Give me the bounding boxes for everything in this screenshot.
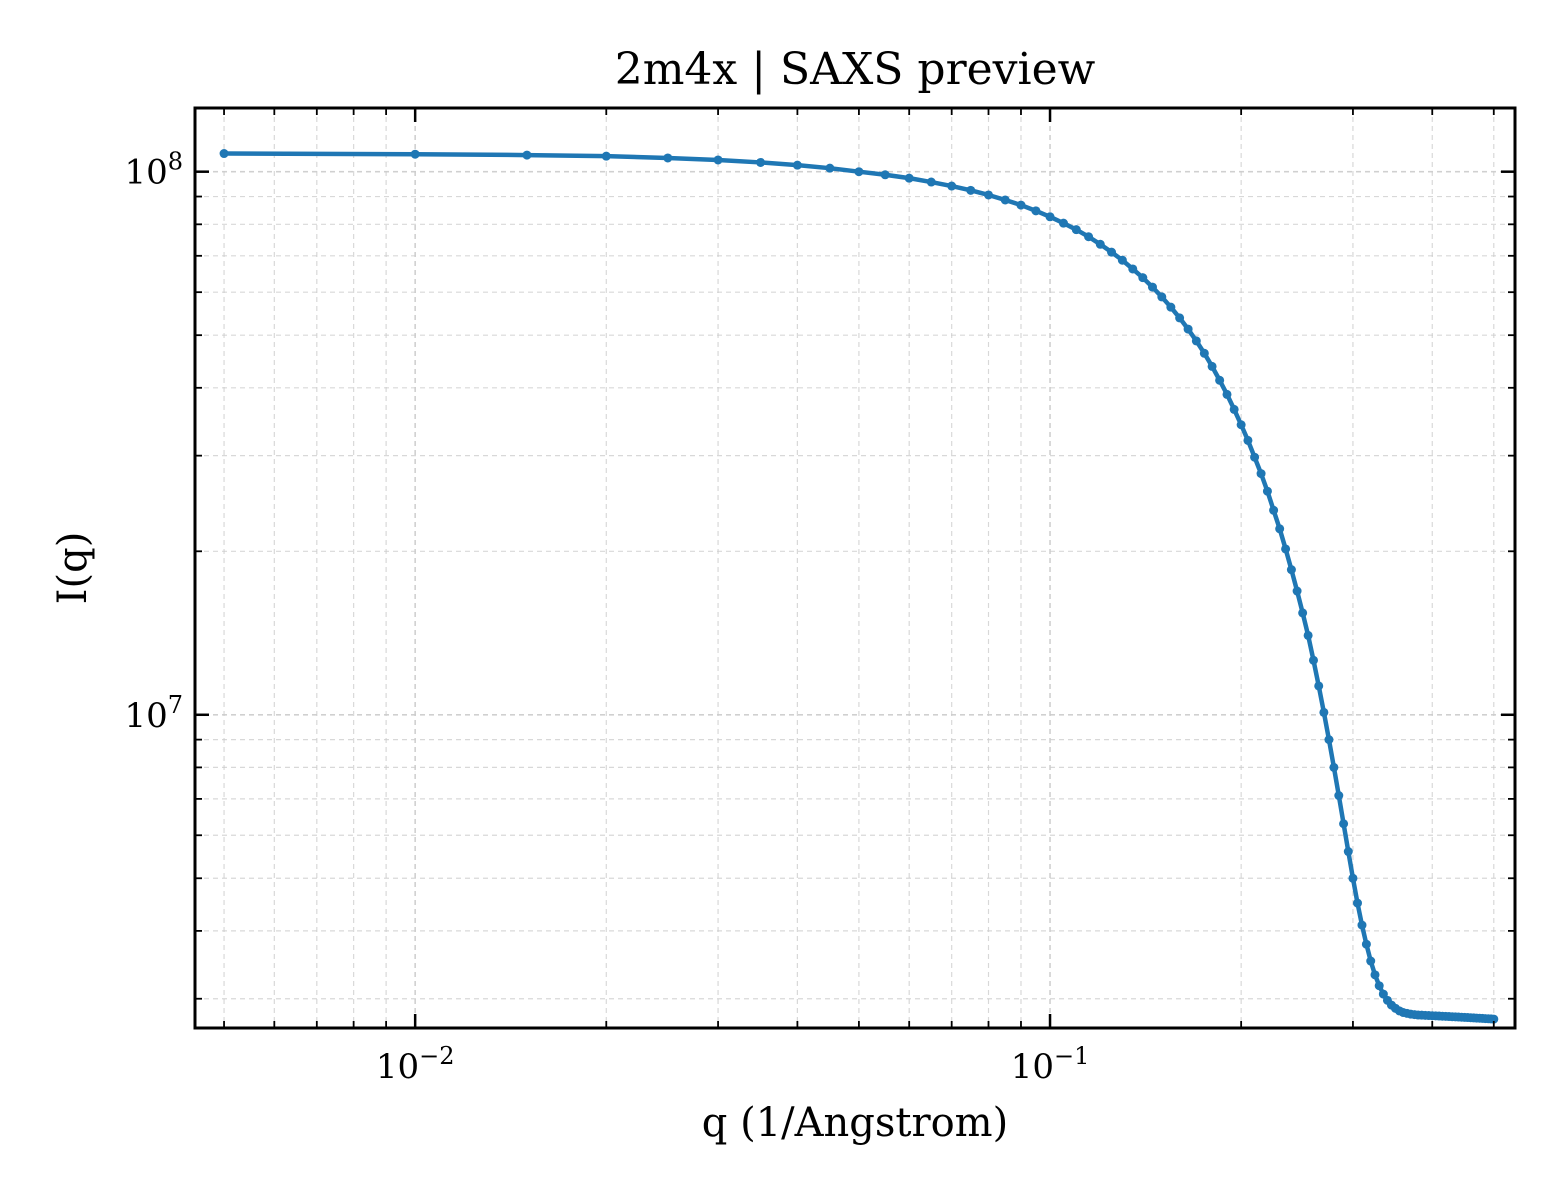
y-tick-label: 108 <box>124 148 183 193</box>
data-point <box>1298 608 1308 618</box>
data-point <box>1084 232 1094 242</box>
data-point <box>1128 264 1138 274</box>
y-tick-label: 107 <box>124 691 183 736</box>
data-point <box>1138 273 1148 283</box>
data-point <box>1207 361 1217 371</box>
data-point <box>1366 956 1376 966</box>
data-point <box>601 151 611 161</box>
data-point <box>1374 981 1384 991</box>
data-point <box>1095 239 1105 249</box>
data-point <box>1489 1014 1499 1024</box>
data-point <box>1303 630 1313 640</box>
data-point <box>1292 586 1302 596</box>
x-axis-title: q (1/Angstrom) <box>702 1100 1008 1146</box>
data-point <box>1262 486 1272 496</box>
data-point <box>410 149 420 159</box>
y-axis-title: I(q) <box>50 532 96 605</box>
data-point <box>1357 920 1367 930</box>
data-point <box>926 177 936 187</box>
data-point <box>1256 469 1266 479</box>
tick-labels: 10−2 10−1 107 108 <box>124 148 1089 1087</box>
data-point <box>792 160 802 170</box>
data-point <box>1045 212 1055 222</box>
data-point <box>1229 404 1239 414</box>
data-point <box>1370 970 1380 980</box>
series-markers <box>219 149 1499 1024</box>
data-point <box>1215 375 1225 385</box>
data-point <box>1352 898 1362 908</box>
chart-title: 2m4x | SAXS preview <box>615 44 1096 95</box>
data-point <box>1071 225 1081 235</box>
data-point <box>1243 435 1253 445</box>
axis-ticks <box>195 108 1515 1028</box>
data-point <box>1286 565 1296 575</box>
data-point <box>1157 292 1167 302</box>
data-point <box>984 190 994 200</box>
data-point <box>1107 247 1117 257</box>
data-point <box>1199 348 1209 358</box>
data-point <box>1343 847 1353 857</box>
data-point <box>904 173 914 183</box>
data-point <box>1334 791 1344 801</box>
data-point <box>1016 200 1026 210</box>
data-point <box>1250 452 1260 462</box>
data-point <box>663 153 673 163</box>
data-point <box>880 170 890 180</box>
data-point <box>1339 819 1349 829</box>
data-point <box>1308 655 1318 665</box>
x-tick-label: 10−1 <box>1011 1042 1090 1087</box>
data-point <box>1348 873 1358 883</box>
data-point <box>1222 389 1232 399</box>
data-point <box>756 157 766 167</box>
grid-lines <box>195 108 1515 1028</box>
data-point <box>1319 707 1329 717</box>
data-point <box>1147 282 1157 292</box>
data-point <box>947 181 957 191</box>
data-point <box>1324 735 1334 745</box>
data-point <box>825 163 835 173</box>
data-point <box>854 167 864 177</box>
data-point <box>1281 544 1291 554</box>
data-point <box>1166 302 1176 312</box>
data-point <box>1329 762 1339 772</box>
plot-area-frame <box>193 106 1517 1030</box>
data-point <box>1031 206 1041 216</box>
data-point <box>1191 336 1201 346</box>
data-point <box>1000 195 1010 205</box>
data-point <box>1236 420 1246 430</box>
x-tick-label: 10−2 <box>376 1042 455 1087</box>
data-point <box>713 155 723 165</box>
data-point <box>1058 218 1068 228</box>
data-point <box>1314 681 1324 691</box>
data-point <box>1117 255 1127 265</box>
data-point <box>1361 939 1371 949</box>
data-point <box>1269 505 1279 515</box>
data-point <box>1275 524 1285 534</box>
data-point <box>1183 324 1193 334</box>
data-point <box>966 185 976 195</box>
data-point <box>522 150 532 160</box>
data-point <box>219 149 229 159</box>
data-point <box>1175 313 1185 323</box>
